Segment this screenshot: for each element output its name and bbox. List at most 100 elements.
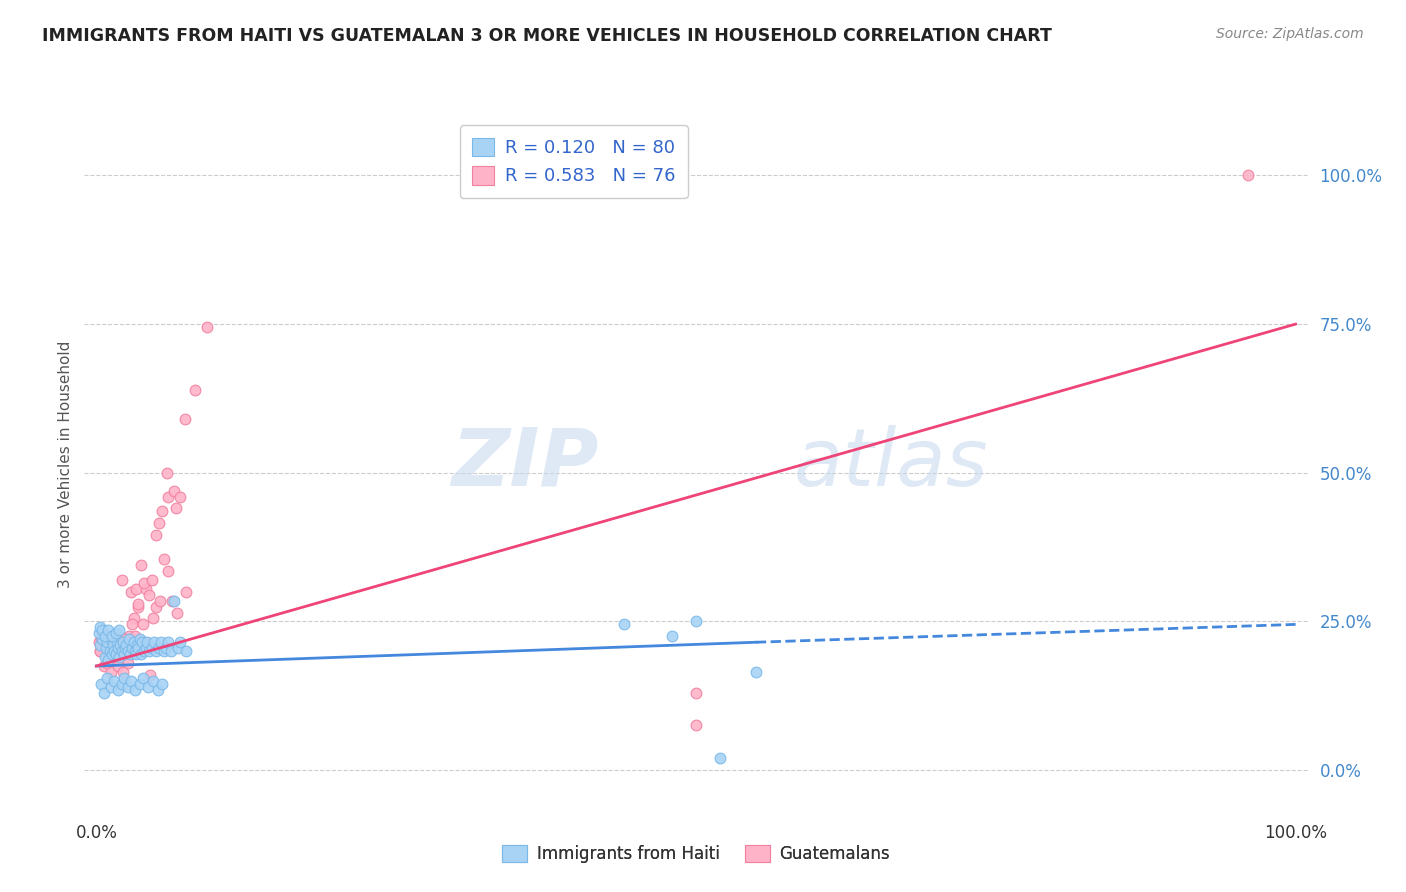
Point bbox=[141, 641, 163, 656]
Point bbox=[118, 632, 141, 647]
Point bbox=[103, 673, 125, 688]
Point bbox=[745, 665, 768, 679]
Point bbox=[120, 673, 142, 688]
Point bbox=[163, 593, 186, 607]
Point bbox=[122, 611, 145, 625]
Point bbox=[152, 644, 174, 658]
Point bbox=[124, 644, 146, 658]
Point bbox=[121, 617, 143, 632]
Point bbox=[94, 635, 117, 649]
Point bbox=[107, 682, 129, 697]
Point bbox=[142, 673, 165, 688]
Point bbox=[107, 641, 129, 656]
Point bbox=[163, 483, 186, 498]
Point bbox=[138, 588, 160, 602]
Point bbox=[136, 680, 159, 694]
Point bbox=[120, 584, 142, 599]
Point bbox=[174, 412, 197, 426]
Point bbox=[135, 641, 157, 656]
Point bbox=[104, 626, 127, 640]
Point bbox=[152, 552, 174, 566]
Point bbox=[101, 647, 124, 661]
Point bbox=[183, 383, 205, 397]
Text: atlas: atlas bbox=[794, 425, 988, 503]
Point bbox=[105, 635, 128, 649]
Point bbox=[118, 629, 141, 643]
Point bbox=[110, 635, 132, 649]
Point bbox=[138, 644, 160, 658]
Point bbox=[114, 632, 136, 647]
Point bbox=[156, 466, 179, 480]
Point bbox=[127, 638, 149, 652]
Point bbox=[87, 635, 110, 649]
Point bbox=[195, 320, 218, 334]
Point bbox=[93, 659, 115, 673]
Point bbox=[125, 647, 148, 661]
Point bbox=[110, 635, 132, 649]
Point bbox=[174, 584, 197, 599]
Point bbox=[100, 665, 122, 679]
Point bbox=[110, 638, 132, 652]
Point bbox=[96, 635, 118, 649]
Point bbox=[160, 593, 183, 607]
Point bbox=[93, 641, 115, 656]
Point bbox=[91, 638, 114, 652]
Point bbox=[150, 504, 173, 518]
Point bbox=[128, 632, 150, 647]
Point bbox=[169, 490, 191, 504]
Point bbox=[96, 671, 118, 685]
Point bbox=[134, 575, 156, 590]
Point bbox=[110, 573, 132, 587]
Point bbox=[96, 656, 118, 670]
Point bbox=[129, 647, 152, 661]
Point bbox=[111, 635, 134, 649]
Point bbox=[132, 617, 155, 632]
Point bbox=[167, 641, 190, 656]
Point bbox=[129, 558, 152, 572]
Point bbox=[97, 624, 120, 638]
Point bbox=[709, 751, 731, 765]
Point bbox=[157, 635, 180, 649]
Point bbox=[145, 528, 167, 542]
Point bbox=[141, 573, 163, 587]
Point bbox=[112, 671, 135, 685]
Point bbox=[118, 647, 141, 661]
Point bbox=[108, 624, 131, 638]
Point bbox=[101, 632, 124, 647]
Point bbox=[98, 644, 121, 658]
Point bbox=[100, 632, 122, 647]
Point bbox=[150, 635, 173, 649]
Point bbox=[90, 632, 112, 647]
Point bbox=[148, 641, 170, 656]
Point bbox=[104, 644, 127, 658]
Point bbox=[157, 564, 180, 578]
Point bbox=[132, 671, 155, 685]
Point bbox=[128, 677, 150, 691]
Point bbox=[101, 632, 124, 647]
Point bbox=[661, 629, 683, 643]
Point bbox=[107, 632, 129, 647]
Point bbox=[124, 682, 146, 697]
Point bbox=[111, 638, 134, 652]
Point bbox=[145, 644, 167, 658]
Point bbox=[94, 629, 117, 643]
Y-axis label: 3 or more Vehicles in Household: 3 or more Vehicles in Household bbox=[58, 340, 73, 588]
Text: ZIP: ZIP bbox=[451, 425, 598, 503]
Point bbox=[98, 641, 121, 656]
Point bbox=[101, 638, 124, 652]
Point bbox=[117, 656, 139, 670]
Point bbox=[148, 516, 170, 531]
Point bbox=[115, 638, 138, 652]
Point bbox=[613, 617, 636, 632]
Point bbox=[139, 668, 162, 682]
Point bbox=[128, 644, 150, 658]
Point bbox=[100, 680, 122, 694]
Point bbox=[134, 644, 156, 658]
Point bbox=[87, 626, 110, 640]
Point bbox=[112, 647, 135, 661]
Point bbox=[91, 632, 114, 647]
Point bbox=[89, 644, 111, 658]
Point bbox=[145, 599, 167, 614]
Point bbox=[121, 641, 143, 656]
Point bbox=[105, 635, 128, 649]
